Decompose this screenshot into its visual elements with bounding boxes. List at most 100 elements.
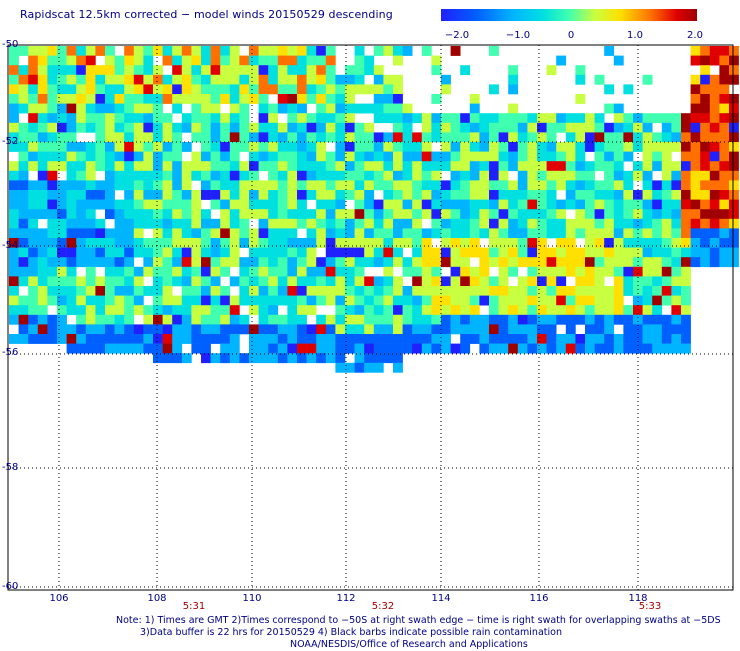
wind-cell <box>325 151 336 162</box>
wind-cell <box>517 209 528 220</box>
wind-cell <box>201 84 211 95</box>
wind-cell <box>162 314 173 325</box>
wind-cell <box>729 190 739 200</box>
wind-cell <box>143 199 154 210</box>
wind-cell <box>28 286 39 296</box>
wind-cell <box>76 209 87 220</box>
wind-cell <box>441 228 451 239</box>
wind-cell <box>85 247 96 258</box>
wind-cell <box>508 199 519 210</box>
wind-cell <box>143 324 154 335</box>
wind-cell <box>181 257 192 268</box>
wind-cell <box>220 324 231 335</box>
wind-cell <box>287 209 298 220</box>
wind-cell <box>556 343 567 354</box>
wind-cell <box>105 238 115 248</box>
wind-cell <box>325 65 336 76</box>
wind-cell <box>249 305 259 316</box>
wind-cell <box>28 218 39 229</box>
wind-cell <box>47 55 58 66</box>
wind-cell <box>345 161 355 172</box>
wind-cell <box>95 113 106 124</box>
wind-cell <box>517 314 528 325</box>
wind-cell <box>57 228 67 239</box>
wind-cell <box>383 151 394 162</box>
wind-cell <box>661 142 672 152</box>
wind-cell <box>565 266 576 277</box>
wind-cell <box>642 314 653 325</box>
wind-cell <box>383 180 394 191</box>
wind-cell <box>268 190 279 200</box>
wind-cell <box>460 324 471 335</box>
wind-cell <box>354 74 365 85</box>
wind-cell <box>469 238 480 248</box>
wind-cell <box>556 257 567 268</box>
wind-cell <box>345 122 355 133</box>
wind-cell <box>143 65 154 76</box>
wind-cell <box>585 161 595 172</box>
wind-cell <box>373 132 384 143</box>
wind-cell <box>57 305 67 316</box>
wind-cell <box>105 132 115 143</box>
wind-cell <box>565 334 576 344</box>
wind-cell <box>133 295 144 306</box>
wind-cell <box>114 324 125 335</box>
wind-cell <box>671 305 682 316</box>
wind-cell <box>345 132 355 143</box>
wind-cell <box>181 142 192 152</box>
wind-cell <box>28 65 39 76</box>
wind-cell <box>575 276 586 287</box>
wind-cell <box>268 228 279 239</box>
wind-cell <box>575 151 586 162</box>
wind-cell <box>633 209 643 220</box>
colorbar-tick-label: 0 <box>567 30 575 41</box>
wind-cell <box>623 122 634 133</box>
wind-cell <box>37 122 48 133</box>
wind-cell <box>76 113 87 124</box>
wind-cell <box>613 247 624 258</box>
wind-cell <box>345 151 355 162</box>
wind-cell <box>95 122 106 133</box>
wind-cell <box>220 238 231 248</box>
wind-cell <box>220 55 231 66</box>
wind-cell <box>239 180 250 191</box>
wind-cell <box>85 238 96 248</box>
wind-cell <box>393 305 403 316</box>
wind-cell <box>210 46 221 56</box>
wind-cell <box>325 314 336 325</box>
wind-cell <box>421 276 432 287</box>
wind-cell <box>383 286 394 296</box>
wind-cell <box>354 286 365 296</box>
wind-cell <box>431 257 442 268</box>
wind-cell <box>287 305 298 316</box>
wind-cell <box>498 113 509 124</box>
wind-cell <box>287 324 298 335</box>
colorbar-gradient <box>441 9 697 21</box>
wind-cell <box>345 343 355 354</box>
wind-cell <box>124 180 135 191</box>
wind-cell <box>47 238 58 248</box>
wind-cell <box>393 94 403 104</box>
wind-cell <box>335 305 346 316</box>
wind-cell <box>85 286 96 296</box>
wind-cell <box>460 190 471 200</box>
wind-cell <box>335 103 346 114</box>
wind-cell <box>9 132 19 143</box>
wind-cell <box>460 161 471 172</box>
wind-cell <box>700 113 711 124</box>
wind-cell <box>57 218 67 229</box>
wind-cell <box>537 276 547 287</box>
wind-cell <box>613 295 624 306</box>
wind-cell <box>498 314 509 325</box>
wind-cell <box>181 199 192 210</box>
wind-cell <box>546 295 557 306</box>
wind-cell <box>460 132 471 143</box>
wind-cell <box>383 161 394 172</box>
wind-cell <box>700 122 711 133</box>
wind-cell <box>162 55 173 66</box>
wind-cell <box>709 46 720 56</box>
wind-cell <box>114 228 125 239</box>
wind-cell <box>671 132 682 143</box>
wind-cell <box>258 266 269 277</box>
wind-cell <box>527 324 538 335</box>
